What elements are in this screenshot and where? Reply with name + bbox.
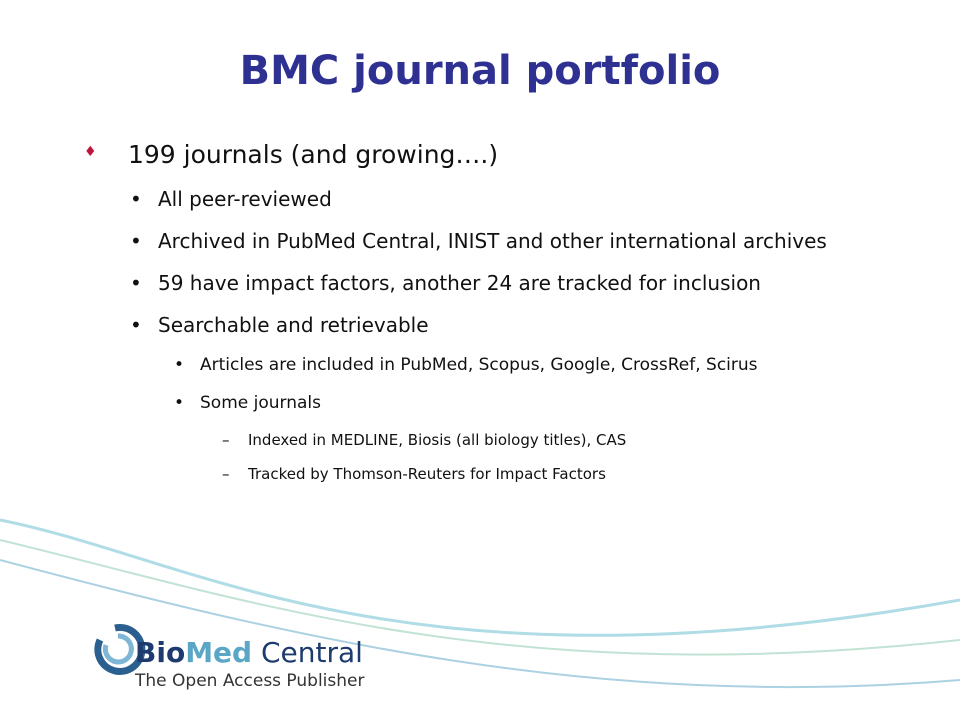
bullet-list: ♦ 199 journals (and growing….) • All peer-r… <box>80 140 900 499</box>
logo: BioMed Central The Open Access Publisher <box>135 636 364 691</box>
bullet-marker: • <box>130 187 142 211</box>
logo-central: Central <box>261 636 363 669</box>
bullet-text: All peer-reviewed <box>158 187 332 211</box>
bullet: ♦ 199 journals (and growing….) <box>80 140 900 169</box>
logo-tagline: The Open Access Publisher <box>135 671 365 691</box>
logo-name: BioMed Central <box>135 636 364 669</box>
bullet-text: Articles are included in PubMed, Scopus,… <box>200 355 758 375</box>
bullet-text: 59 have impact factors, another 24 are t… <box>158 271 761 295</box>
bullet-text: 199 journals (and growing….) <box>128 140 499 169</box>
bullet: • Searchable and retrievable <box>80 313 900 337</box>
bullet-text: Tracked by Thomson-Reuters for Impact Fa… <box>248 465 606 483</box>
bullet-marker: • <box>130 271 142 295</box>
bullet: • All peer-reviewed <box>80 187 900 211</box>
bullet-marker: • <box>130 313 142 337</box>
bullet-marker: – <box>222 465 230 483</box>
bullet: – Indexed in MEDLINE, Biosis (all biology… <box>80 431 900 449</box>
bullet-text: Searchable and retrievable <box>158 313 429 337</box>
bullet-text: Archived in PubMed Central, INIST and ot… <box>158 229 827 253</box>
bullet: • Archived in PubMed Central, INIST and o… <box>80 229 900 253</box>
bullet-marker: • <box>130 229 142 253</box>
bullet: – Tracked by Thomson-Reuters for Impact F… <box>80 465 900 483</box>
bullet-marker: ♦ <box>84 144 97 160</box>
bullet-marker: • <box>174 355 185 375</box>
bullet-marker: • <box>174 393 185 413</box>
bullet: • Some journals <box>80 393 900 413</box>
bullet-text: Some journals <box>200 393 321 413</box>
bullet-text: Indexed in MEDLINE, Biosis (all biology … <box>248 431 627 449</box>
bullet: • Articles are included in PubMed, Scopus… <box>80 355 900 375</box>
slide-title: BMC journal portfolio <box>239 48 721 94</box>
bullet: • 59 have impact factors, another 24 are … <box>80 271 900 295</box>
bullet-marker: – <box>222 431 230 449</box>
logo-bio: Bio <box>135 636 186 669</box>
logo-med: Med <box>185 636 253 669</box>
